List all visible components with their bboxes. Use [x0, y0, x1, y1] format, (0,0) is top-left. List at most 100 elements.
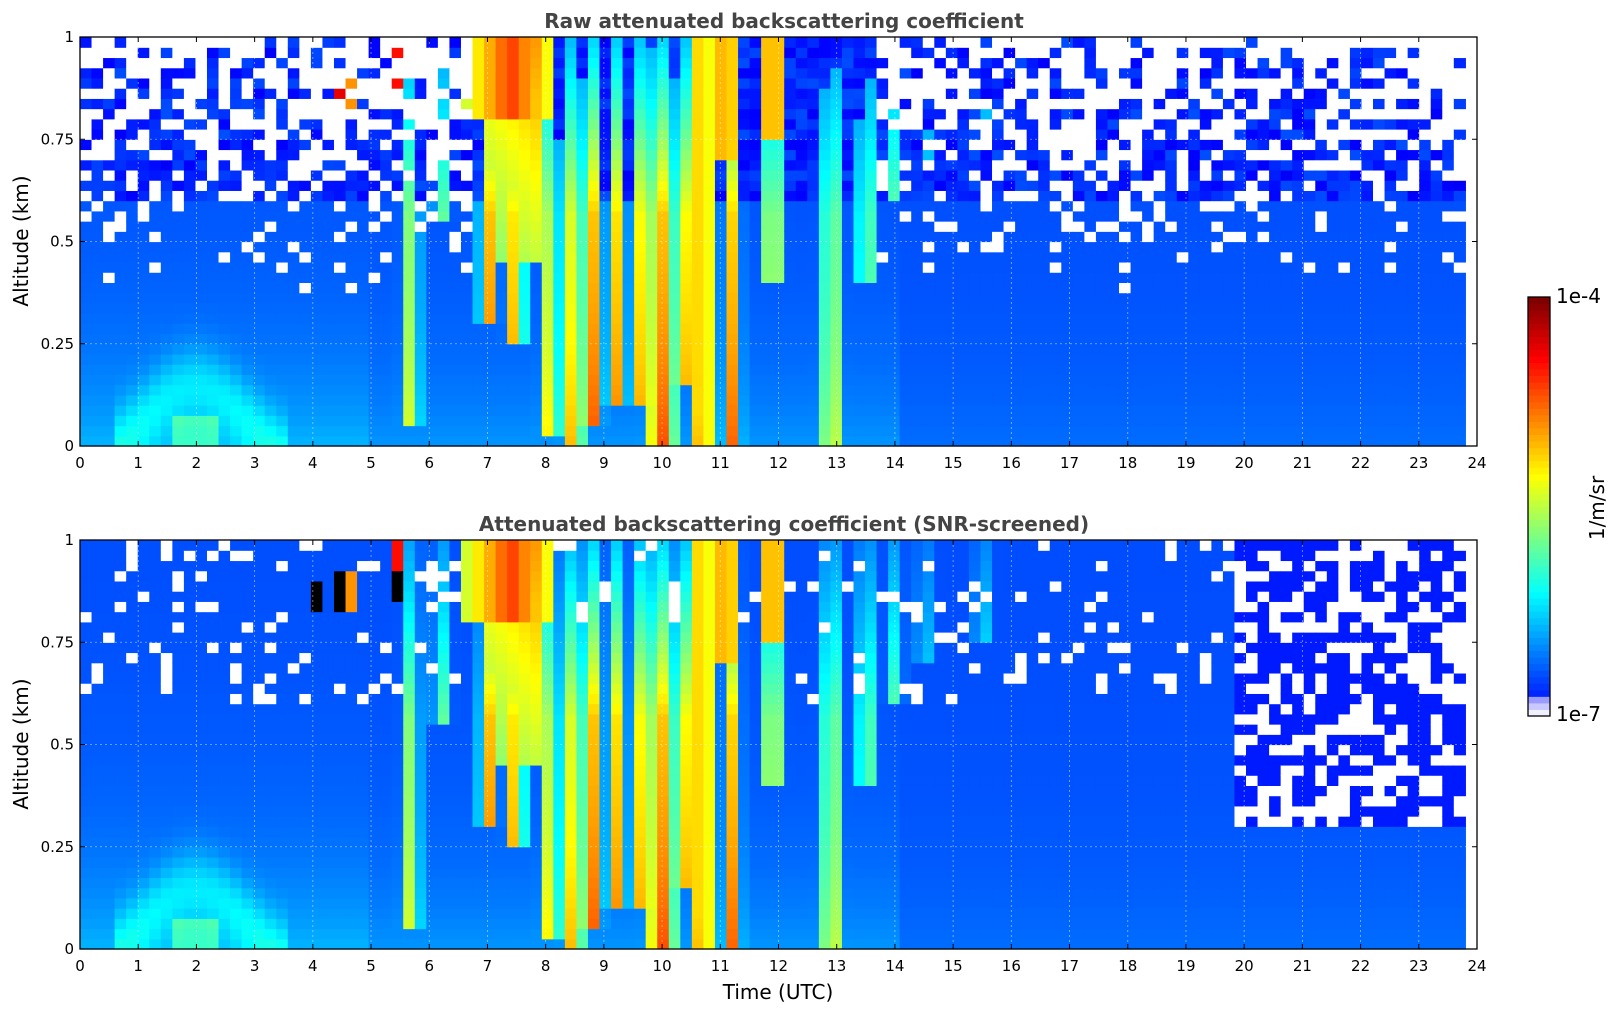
top-panel-heatmap-cell	[1442, 210, 1455, 222]
top-panel-heatmap-cell	[1107, 88, 1120, 99]
top-panel-heatmap-cell	[1269, 405, 1282, 416]
top-panel-heatmap-cell	[1107, 353, 1120, 365]
top-panel-heatmap-cell	[206, 88, 220, 99]
top-panel-heatmap-cell	[784, 435, 797, 447]
top-panel-heatmap-cell	[599, 221, 612, 232]
top-panel-heatmap-cell	[922, 47, 935, 59]
top-panel-heatmap-cell	[460, 384, 474, 396]
top-panel-heatmap-cell	[253, 282, 266, 294]
top-panel-heatmap-cell	[160, 435, 173, 447]
top-panel-heatmap-cell	[518, 149, 531, 161]
top-panel-heatmap-cell	[137, 231, 150, 243]
top-panel-heatmap-cell	[1119, 405, 1132, 416]
top-panel-heatmap-cell	[599, 313, 612, 324]
top-panel-heatmap-cell	[1257, 129, 1270, 140]
top-panel-heatmap-cell	[576, 261, 589, 273]
top-panel-heatmap-cell	[691, 343, 705, 355]
top-panel-heatmap-cell	[414, 88, 427, 99]
top-panel-heatmap-cell	[1384, 139, 1397, 151]
top-panel-heatmap-cell	[830, 384, 843, 396]
top-panel-heatmap-cell	[1038, 67, 1051, 79]
top-panel-heatmap-cell	[333, 282, 347, 294]
top-panel-heatmap-cell	[426, 77, 439, 89]
top-panel-heatmap-cell	[253, 47, 266, 59]
top-panel-heatmap-cell	[1095, 169, 1109, 181]
top-panel-heatmap-cell	[357, 343, 370, 355]
top-panel-heatmap-cell	[587, 57, 601, 69]
top-panel-heatmap-cell	[160, 221, 173, 232]
top-panel-heatmap-cell	[1315, 241, 1328, 253]
top-panel-heatmap-cell	[1246, 394, 1259, 406]
top-panel-heatmap-cell	[1407, 108, 1420, 120]
top-panel-heatmap-cell	[911, 169, 924, 181]
top-panel-heatmap-cell	[957, 57, 970, 69]
top-panel-heatmap-cell	[1246, 323, 1259, 335]
top-panel-heatmap-cell	[622, 374, 635, 386]
top-panel-heatmap-cell	[357, 139, 370, 151]
top-panel-heatmap-cell	[460, 108, 474, 120]
top-panel-heatmap-cell	[1211, 384, 1224, 396]
top-panel-heatmap-cell	[183, 272, 197, 283]
top-panel-heatmap-cell	[1130, 415, 1143, 427]
top-panel-heatmap-cell	[391, 282, 404, 294]
top-panel-heatmap-cell	[865, 139, 878, 151]
top-panel-heatmap-cell	[310, 77, 324, 89]
top-panel-heatmap-cell	[276, 415, 289, 427]
top-panel-heatmap-cell	[622, 302, 635, 314]
top-panel-heatmap-cell	[1107, 108, 1120, 120]
bottom-panel-heatmap-cell	[91, 785, 104, 797]
top-panel-heatmap-cell	[680, 231, 693, 243]
top-panel-heatmap-cell	[911, 415, 924, 427]
top-panel-heatmap-cell	[1257, 292, 1270, 304]
top-panel-heatmap-cell	[426, 292, 439, 304]
top-panel-heatmap-cell	[276, 302, 289, 314]
top-panel-heatmap-cell	[1338, 37, 1351, 48]
top-panel-heatmap-cell	[1015, 108, 1028, 120]
top-panel-heatmap-cell	[749, 415, 762, 427]
top-panel-heatmap-cell	[841, 343, 855, 355]
top-panel-heatmap-cell	[680, 282, 693, 294]
top-panel-heatmap-cell	[1338, 384, 1351, 396]
top-panel-heatmap-cell	[1315, 67, 1328, 79]
top-panel-heatmap-cell	[1107, 333, 1120, 345]
top-panel-heatmap-cell	[553, 343, 566, 355]
top-panel-heatmap-cell	[1003, 118, 1016, 130]
top-panel-heatmap-cell	[230, 333, 243, 345]
top-panel-heatmap-cell	[1373, 353, 1386, 365]
top-panel-heatmap-cell	[1084, 77, 1097, 89]
top-panel-heatmap-cell	[1292, 129, 1305, 140]
top-panel-heatmap-cell	[680, 67, 693, 79]
top-panel-heatmap-cell	[368, 159, 381, 171]
top-panel-heatmap-cell	[1049, 190, 1062, 202]
top-panel-heatmap-cell	[391, 241, 404, 253]
top-panel-heatmap-cell	[830, 180, 843, 191]
top-panel-heatmap-cell	[691, 169, 705, 181]
top-panel-heatmap-cell	[160, 374, 173, 386]
top-panel-heatmap-cell	[1049, 425, 1062, 437]
top-panel-heatmap-cell	[1107, 67, 1120, 79]
top-panel-heatmap-cell	[865, 272, 878, 283]
top-panel-heatmap-cell	[564, 108, 578, 120]
top-panel-heatmap-cell	[1361, 251, 1374, 263]
top-panel-heatmap-cell	[645, 323, 658, 335]
top-panel-heatmap-cell	[726, 323, 739, 335]
top-panel-heatmap-cell	[945, 251, 958, 263]
top-panel-heatmap-cell	[749, 272, 762, 283]
top-panel-heatmap-cell	[299, 77, 312, 89]
top-panel-heatmap-cell	[264, 139, 277, 151]
top-panel-x-tick-label: 13	[827, 454, 846, 472]
top-panel-heatmap-cell	[807, 139, 820, 151]
top-panel-heatmap-cell	[1234, 159, 1247, 171]
top-panel-heatmap-cell	[1211, 302, 1224, 314]
top-panel-heatmap-cell	[414, 313, 427, 324]
top-panel-heatmap-cell	[1026, 272, 1039, 283]
top-panel-heatmap-cell	[888, 37, 901, 48]
top-panel-heatmap-cell	[1430, 139, 1443, 151]
top-panel-heatmap-cell	[911, 384, 924, 396]
top-panel-heatmap-cell	[888, 118, 901, 130]
top-panel-heatmap-cell	[691, 118, 705, 130]
top-panel-heatmap-cell	[1361, 323, 1374, 335]
top-panel-heatmap-cell	[911, 241, 924, 253]
top-panel-heatmap-cell	[1038, 149, 1051, 161]
top-panel-heatmap-cell	[368, 200, 381, 212]
